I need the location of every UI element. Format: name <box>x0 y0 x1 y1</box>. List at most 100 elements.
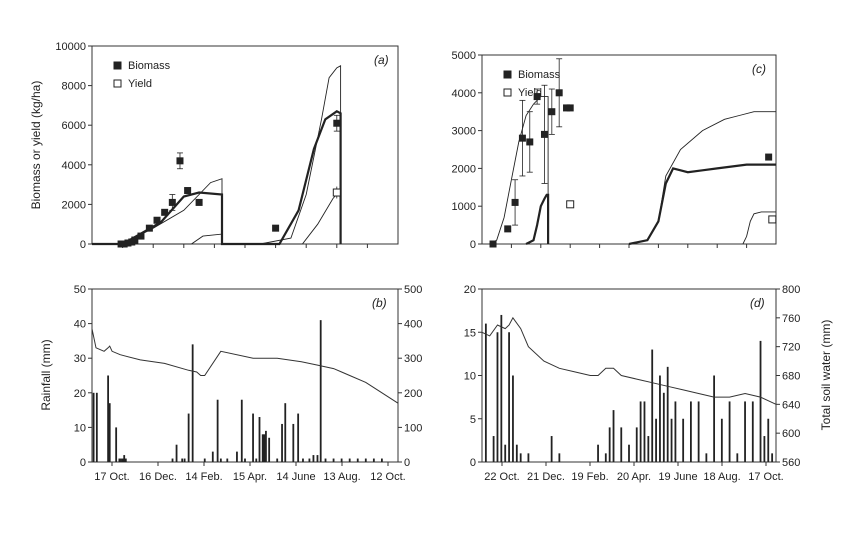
rainfall-bar <box>252 413 254 462</box>
rainfall-bar <box>662 392 665 462</box>
y-tick-label: 6000 <box>62 120 86 132</box>
rainfall-bar <box>332 458 335 462</box>
rainfall-bar <box>689 401 692 462</box>
y2-tick-label: 800 <box>782 284 800 296</box>
y2-tick-label: 720 <box>782 342 800 354</box>
rainfall-bar <box>265 430 267 462</box>
y2-tick-label: 400 <box>404 319 422 331</box>
y-tick-label: 20 <box>464 284 476 296</box>
rainfall-bar <box>728 401 731 462</box>
x-tick-label: 14 June <box>276 471 315 483</box>
rainfall-bar <box>340 458 343 462</box>
x-tick-label: 13 Aug. <box>323 471 360 483</box>
biomass-point <box>511 198 519 206</box>
rainfall-bar <box>380 458 383 462</box>
y-tick-label: 50 <box>74 284 86 296</box>
soil-water-line <box>91 328 399 404</box>
rainfall-bar <box>255 458 258 462</box>
x-tick-label: 17 Oct. <box>94 471 129 483</box>
rainfall-bar <box>268 437 271 462</box>
rainfall-bar <box>550 436 553 462</box>
rainfall-bar <box>643 401 646 462</box>
x-tick-label: 15 Apr. <box>233 471 267 483</box>
biomass-point <box>131 236 139 244</box>
rainfall-bar <box>736 453 739 462</box>
rainfall-bar <box>620 427 623 462</box>
biomass-point <box>168 198 176 206</box>
biomass-point <box>333 119 341 127</box>
rainfall-bar <box>515 444 518 462</box>
x-tick-label: 18 Aug. <box>703 471 740 483</box>
y-tick-label: 5000 <box>452 50 476 62</box>
rainfall-bar <box>118 458 121 462</box>
rainfall-bar <box>705 453 708 462</box>
y-tick-label: 3000 <box>452 126 476 138</box>
rainfall-bar <box>682 418 685 462</box>
biomass-point <box>272 224 280 232</box>
series-line <box>525 193 550 245</box>
panel-label: (a) <box>374 53 389 67</box>
rainfall-bar <box>651 349 654 462</box>
series-line <box>92 110 342 246</box>
legend-label: Yield <box>518 87 542 99</box>
series-line <box>489 96 549 245</box>
y-tick-label: 30 <box>74 353 86 365</box>
rainfall-bar <box>276 458 279 462</box>
biomass-point <box>548 108 556 116</box>
rainfall-bar <box>512 375 514 462</box>
panel-label: (d) <box>750 296 765 310</box>
yield-point <box>332 188 341 197</box>
panel-label: (b) <box>372 296 387 310</box>
rainfall-bar <box>312 455 315 462</box>
biomass-point <box>518 134 526 142</box>
series-line <box>92 189 342 245</box>
y-tick-label: 40 <box>74 319 86 331</box>
series-line <box>628 111 776 245</box>
yield-point <box>566 200 575 209</box>
y2-tick-label: 500 <box>404 284 422 296</box>
biomass-point <box>563 104 571 112</box>
y2-tick-label: 640 <box>782 399 800 411</box>
y-tick-label: 2000 <box>452 163 476 175</box>
legend-label: Biomass <box>128 60 171 72</box>
biomass-point <box>137 232 145 240</box>
rainfall-bar <box>348 458 351 462</box>
y2-tick-label: 760 <box>782 313 800 325</box>
rainfall-bar <box>319 320 322 462</box>
biomass-point <box>765 153 773 161</box>
x-tick-label: 17 Oct. <box>748 471 783 483</box>
rainfall-bar <box>647 436 650 462</box>
rainfall-bar <box>183 458 186 462</box>
rainfall-bar <box>356 458 359 462</box>
rainfall-bar <box>763 436 766 462</box>
y-tick-label: 4000 <box>452 88 476 100</box>
rainfall-bar <box>203 458 206 462</box>
series-line <box>628 163 776 246</box>
rainfall-bar <box>771 453 774 462</box>
plot-frame <box>481 288 777 463</box>
rainfall-bar <box>316 455 319 462</box>
y2-tick-label: 200 <box>404 388 422 400</box>
rainfall-bar <box>744 401 746 462</box>
rainfall-bar <box>628 444 630 462</box>
rainfall-bar <box>292 423 295 462</box>
rainfall-bar <box>639 401 642 462</box>
y2-tick-label: 100 <box>404 422 422 434</box>
y-tick-label: 4000 <box>62 160 86 172</box>
biomass-point <box>153 216 161 224</box>
yield-point <box>768 215 777 224</box>
rainfall-bar <box>258 417 261 462</box>
y2-tick-label: 680 <box>782 371 800 383</box>
rainfall-bar <box>115 427 118 462</box>
rainfall-bar <box>608 427 611 462</box>
biomass-point <box>489 240 497 248</box>
rainfall-bar <box>244 458 246 462</box>
rainfall-bar <box>484 323 487 462</box>
rainfall-bar <box>236 451 238 462</box>
y-axis-title: Biomass or yield (kg/ha) <box>29 81 43 210</box>
y-axis-title: Rainfall (mm) <box>39 339 53 410</box>
rainfall-bar <box>527 453 530 462</box>
panel-a: 0 2000 4000 6000 8000 10000 Biomass Yield (a) Bio… <box>29 41 399 251</box>
y2-tick-label: 560 <box>782 457 800 469</box>
